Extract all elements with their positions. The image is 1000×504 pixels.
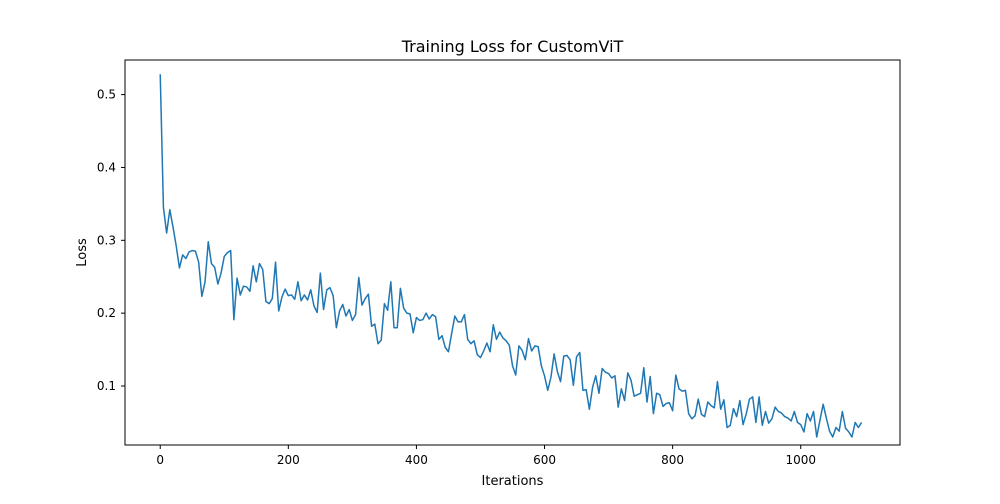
chart-title: Training Loss for CustomViT <box>401 37 624 56</box>
y-tick-label: 0.3 <box>97 233 116 247</box>
x-axis-label: Iterations <box>482 474 544 489</box>
y-tick-label: 0.2 <box>97 306 116 320</box>
x-tick-label: 800 <box>661 453 684 467</box>
x-tick-label: 600 <box>533 453 556 467</box>
y-axis-ticks: 0.1 0.2 0.3 0.4 0.5 <box>97 88 125 393</box>
y-tick-label: 0.5 <box>97 88 116 102</box>
x-tick-label: 200 <box>277 453 300 467</box>
x-tick-label: 400 <box>405 453 428 467</box>
loss-series-line <box>159 74 863 438</box>
plot-layer <box>159 74 863 438</box>
plot-frame <box>124 59 901 446</box>
y-tick-label: 0.1 <box>97 379 116 393</box>
y-tick-label: 0.4 <box>97 160 116 174</box>
x-tick-label: 0 <box>156 453 164 467</box>
x-tick-label: 1000 <box>785 453 816 467</box>
y-axis-label: Loss <box>75 238 90 267</box>
x-axis-ticks: 0 200 400 600 800 1000 <box>156 445 816 467</box>
